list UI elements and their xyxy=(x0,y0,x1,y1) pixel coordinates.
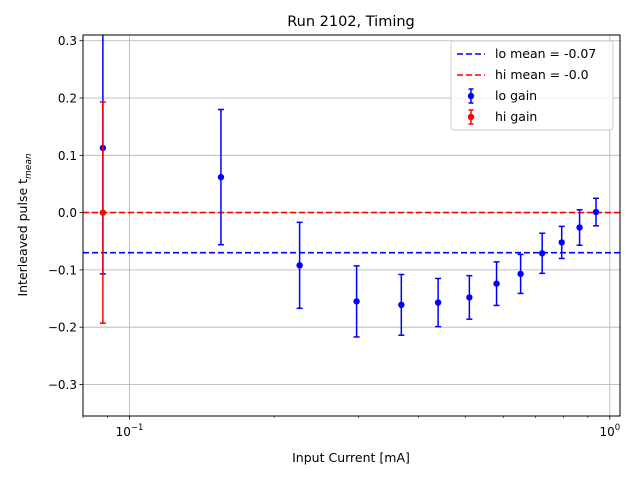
legend: lo mean = -0.07 hi mean = -0.0 lo gain h… xyxy=(450,40,614,131)
legend-hi-gain-label: hi gain xyxy=(495,109,537,124)
x-tick-label: 10−1 xyxy=(116,423,144,439)
y-axis-label: Interleaved pulse tmean xyxy=(15,153,34,296)
data-series xyxy=(99,35,600,338)
data-point xyxy=(517,270,524,278)
data-point xyxy=(466,294,473,301)
x-axis-label: Input Current [mA] xyxy=(292,450,410,465)
plot-frame xyxy=(82,34,621,417)
data-point xyxy=(398,301,405,309)
legend-hi-gain-swatch xyxy=(467,109,475,125)
y-tick-label: 0.2 xyxy=(58,92,77,106)
legend-lo-mean-label: lo mean = -0.07 xyxy=(495,46,596,61)
y-axis-label-main: Interleaved pulse t xyxy=(15,179,30,297)
legend-lo-gain-swatch xyxy=(467,88,475,104)
y-tick-label: −0.3 xyxy=(48,378,77,392)
data-point xyxy=(493,280,500,287)
data-point xyxy=(592,208,600,216)
legend-box xyxy=(450,40,614,131)
legend-hi-mean-label: hi mean = -0.0 xyxy=(495,67,589,82)
y-axis-label-subscript: mean xyxy=(24,153,34,179)
data-point xyxy=(538,250,546,257)
data-point xyxy=(99,209,107,216)
axis-ticks: −0.3 −0.2 −0.1 0.0 0.1 0.2 0.3 10−1 100 xyxy=(48,34,620,439)
data-point xyxy=(576,224,583,231)
data-point xyxy=(353,298,360,305)
data-point xyxy=(558,239,565,246)
y-tick-label: 0.0 xyxy=(58,206,77,220)
data-point xyxy=(296,262,303,269)
y-tick-label: −0.2 xyxy=(48,321,77,335)
data-point xyxy=(217,173,225,181)
data-point xyxy=(434,299,442,306)
y-tick-label: −0.1 xyxy=(48,263,77,277)
y-tick-label: 0.3 xyxy=(58,34,77,48)
y-tick-label: 0.1 xyxy=(58,149,77,163)
legend-lo-gain-label: lo gain xyxy=(495,88,537,103)
x-tick-label: 100 xyxy=(599,423,620,439)
chart-title: Run 2102, Timing xyxy=(287,14,415,30)
